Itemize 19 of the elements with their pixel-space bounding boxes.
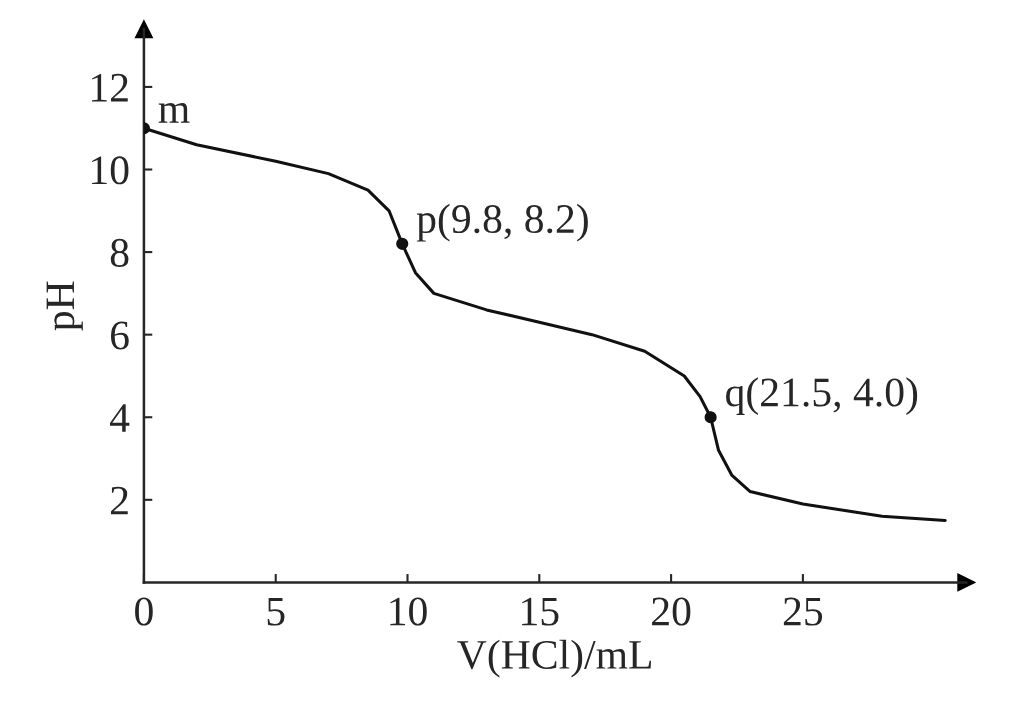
y-tick-label: 6 (110, 321, 129, 350)
y-axis-title: pH (46, 281, 83, 331)
annotation: m (158, 103, 190, 123)
y-tick-label: 2 (111, 486, 128, 515)
x-axis-title: V(HCl)/mL (457, 639, 651, 678)
y-tick-label: 10 (92, 156, 129, 185)
annotation: q(21.5, 4.0) (726, 377, 918, 415)
y-tick-label: 4 (110, 404, 130, 432)
x-tick-label: 0 (135, 597, 153, 626)
annotation: p(9.8, 8.2) (416, 203, 588, 242)
x-tick-label: 25 (783, 597, 823, 626)
x-tick-label: 5 (267, 597, 285, 626)
point (704, 411, 717, 424)
x-tick-label: 10 (390, 597, 427, 626)
y-tick-label: 8 (110, 238, 129, 267)
x-tick-label: 20 (652, 597, 691, 626)
y-tick-label: 12 (92, 73, 128, 102)
x-tick-label: 15 (522, 597, 559, 626)
point (396, 237, 409, 250)
